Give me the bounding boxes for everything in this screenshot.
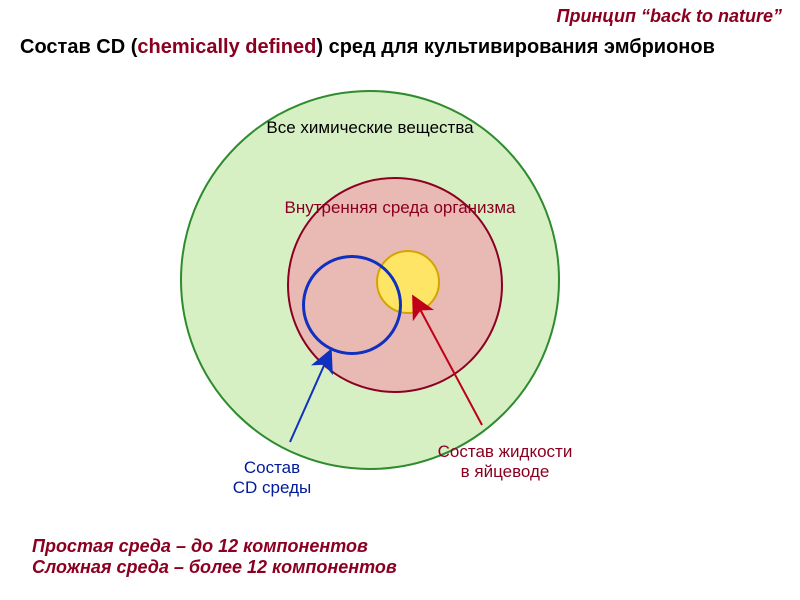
footer-text: Простая среда – до 12 компонентов Сложна… bbox=[32, 536, 397, 578]
main-title-red: chemically defined bbox=[137, 36, 316, 58]
stage: Принцип “back to nature” Состав CD (chem… bbox=[0, 0, 800, 600]
red-label: Состав жидкости в яйцеводе bbox=[105, 442, 800, 482]
main-title: Состав CD (chemically defined) сред для … bbox=[20, 36, 715, 59]
footer-line-2: Сложная среда – более 12 компонентов bbox=[32, 557, 397, 578]
ring-circle bbox=[302, 255, 402, 355]
mid-label: Внутренняя среда организма bbox=[0, 198, 800, 218]
footer-line-1: Простая среда – до 12 компонентов bbox=[32, 536, 397, 557]
main-title-suffix: ) сред для культивирования эмбрионов bbox=[316, 36, 715, 58]
principle-title: Принцип “back to nature” bbox=[557, 6, 782, 27]
outer-label: Все химические вещества bbox=[0, 118, 770, 138]
main-title-prefix: Состав CD ( bbox=[20, 36, 137, 58]
